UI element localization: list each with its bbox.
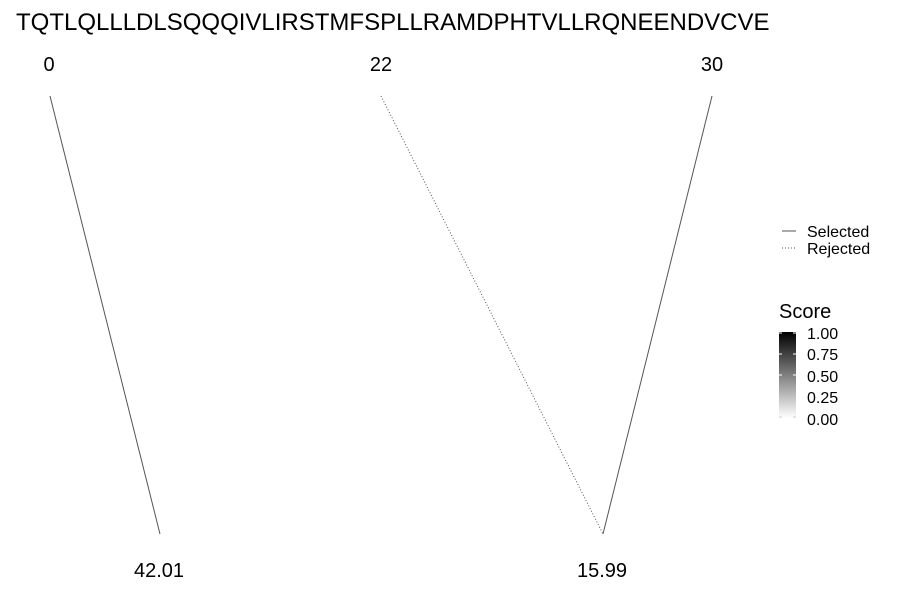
top-label-0: 0 bbox=[43, 54, 54, 76]
bottom-label-42-01: 42.01 bbox=[134, 560, 184, 582]
score-tick-label: 1.00 bbox=[807, 326, 838, 343]
top-label-30: 30 bbox=[701, 54, 723, 76]
score-colorbar bbox=[779, 332, 796, 418]
legend-rejected-label: Rejected bbox=[807, 241, 870, 258]
score-legend: Score 1.00 0.75 0.50 0.25 0.00 bbox=[779, 301, 838, 429]
link-line-0-to-42-01 bbox=[49, 95, 161, 535]
score-tick-label: 0.75 bbox=[807, 347, 838, 364]
bottom-label-15-99: 15.99 bbox=[577, 560, 627, 582]
link-line-22-to-15-99 bbox=[380, 95, 604, 535]
score-tick-label: 0.25 bbox=[807, 390, 838, 407]
legend-selected-label: Selected bbox=[807, 224, 869, 241]
score-legend-title: Score bbox=[779, 301, 831, 323]
link-line-30-to-15-99 bbox=[602, 95, 713, 535]
score-tick-label: 0.00 bbox=[807, 412, 838, 429]
score-tick-label: 0.50 bbox=[807, 369, 838, 386]
top-label-22: 22 bbox=[370, 54, 392, 76]
sequence-title: TQTLQLLLDLSQQQIVLIRSTMFSPLLRAMDPHTVLLRQN… bbox=[16, 9, 770, 36]
linetype-legend: Selected Rejected bbox=[782, 224, 870, 258]
